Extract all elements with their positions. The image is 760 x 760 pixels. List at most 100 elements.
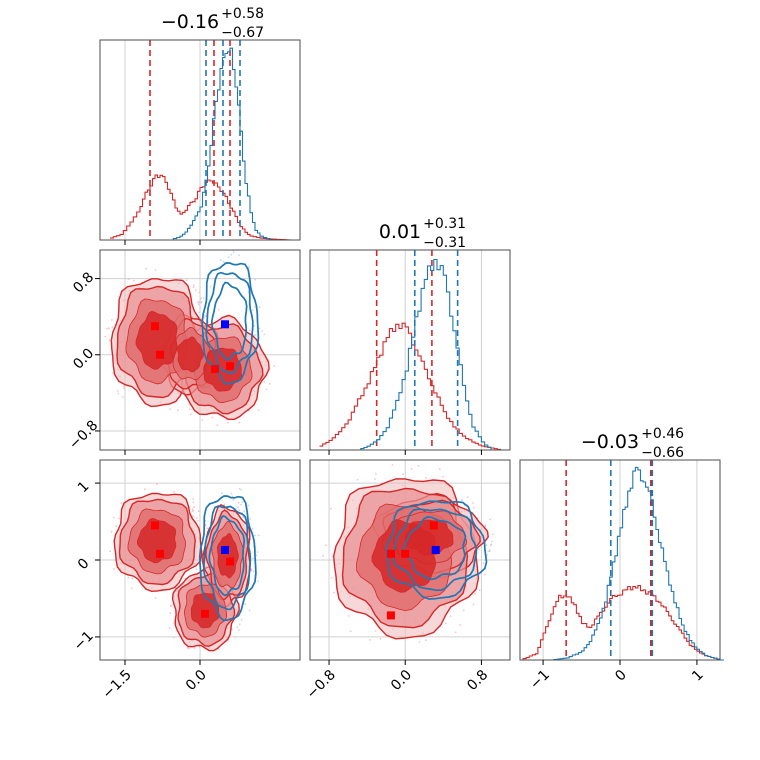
sample-point <box>417 464 420 467</box>
sample-point <box>486 554 488 556</box>
sample-point <box>106 327 108 330</box>
blue-contour <box>205 271 254 374</box>
red-contour <box>135 310 178 370</box>
sample-point <box>168 627 171 629</box>
x-tick-label: −0.8 <box>304 667 339 702</box>
sample-point <box>391 464 394 466</box>
sample-point <box>484 523 487 526</box>
sample-point <box>173 490 175 493</box>
sample-point <box>111 326 114 329</box>
sample-point <box>247 265 250 268</box>
sample-point <box>255 554 258 557</box>
title-lower-error: −0.66 <box>641 445 684 461</box>
red-mode-marker <box>429 521 438 530</box>
sample-point <box>330 577 333 579</box>
blue-contour <box>202 505 252 611</box>
sample-point <box>263 381 266 383</box>
sample-point <box>249 518 252 520</box>
sample-point <box>248 609 251 612</box>
sample-point <box>118 517 120 520</box>
sample-point <box>192 498 195 500</box>
sample-point <box>238 487 241 490</box>
sample-point <box>195 568 198 571</box>
sample-point <box>186 646 189 649</box>
sample-point <box>241 501 244 503</box>
sample-point <box>254 333 257 336</box>
sample-point <box>206 527 209 530</box>
sample-point <box>240 619 243 621</box>
sample-point <box>236 626 239 629</box>
blue-mode-marker <box>221 546 229 554</box>
sample-point <box>144 488 146 490</box>
sample-point <box>261 330 263 332</box>
sample-point <box>238 254 240 256</box>
x-tick-label: 1 <box>689 667 707 685</box>
sample-point <box>216 424 219 426</box>
x-tick-label: −1 <box>527 667 553 693</box>
x-tick-label: −1.5 <box>100 667 135 702</box>
blue-contour <box>402 516 467 581</box>
title-lower-error: −0.67 <box>221 25 264 41</box>
sample-point <box>176 409 179 412</box>
sample-point <box>238 421 241 424</box>
sample-point <box>238 623 241 626</box>
sample-point <box>322 554 324 557</box>
sample-point <box>169 612 172 614</box>
sample-point <box>252 557 254 560</box>
sample-point <box>145 267 148 270</box>
sample-point <box>252 528 254 530</box>
y-tick-label: 0 <box>75 555 93 573</box>
sample-point <box>189 408 191 411</box>
sample-point <box>232 251 235 254</box>
sample-point <box>473 506 475 509</box>
sample-point <box>489 518 492 521</box>
sample-point <box>449 615 452 618</box>
red-mode-marker <box>386 549 395 558</box>
blue-contour <box>210 281 248 361</box>
y-tick-label: −0.8 <box>66 418 101 453</box>
sample-point <box>227 256 230 259</box>
x-tick-label: 0.0 <box>388 667 415 694</box>
sample-point <box>238 509 241 512</box>
sample-point <box>127 576 130 579</box>
sample-point <box>219 259 222 261</box>
sample-point <box>231 495 234 498</box>
sample-point <box>238 629 240 631</box>
red-contour <box>176 336 205 373</box>
sample-point <box>192 501 195 504</box>
sample-point <box>258 327 261 330</box>
param-title-0: −0.16 <box>161 11 219 33</box>
blue-contour <box>385 500 488 600</box>
sample-point <box>425 477 427 479</box>
sample-point <box>485 544 488 547</box>
contour-panel-0-1 <box>99 249 301 451</box>
sample-point <box>253 305 256 308</box>
blue-contour <box>198 495 257 622</box>
sample-point <box>198 303 200 306</box>
sample-point <box>109 550 112 553</box>
sample-point <box>117 390 119 392</box>
sample-point <box>188 403 191 406</box>
sample-point <box>379 637 382 640</box>
red-mode-marker <box>211 365 219 374</box>
red-mode-marker <box>201 609 209 618</box>
sample-point <box>244 603 247 605</box>
sample-point <box>108 339 111 342</box>
red-mode-marker <box>151 322 159 331</box>
blue-contour <box>208 515 246 597</box>
sample-point <box>173 622 175 624</box>
sample-point <box>254 534 256 537</box>
contour-panel-0-2 <box>99 459 301 661</box>
sample-point <box>472 603 475 606</box>
sample-point <box>488 550 491 552</box>
sample-point <box>240 488 243 491</box>
sample-point <box>201 419 204 421</box>
sample-point <box>484 525 487 528</box>
x-tick-label: 0.8 <box>464 667 491 694</box>
sample-point <box>265 388 268 391</box>
sample-point <box>473 592 476 595</box>
sample-point <box>333 591 335 594</box>
sample-point <box>251 309 254 311</box>
sample-point <box>418 641 421 643</box>
